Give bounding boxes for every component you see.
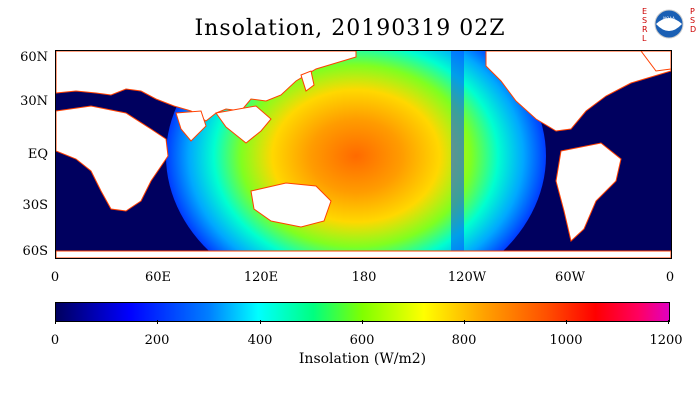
terminator-band [451, 51, 464, 258]
continents [56, 51, 671, 258]
lon-label-120e: 120E [243, 270, 279, 285]
colorbar-tick [464, 320, 465, 324]
svg-text:R: R [642, 25, 648, 34]
colorbar-tick [55, 320, 56, 324]
lon-label-60e: 60E [144, 270, 172, 285]
colorbar-label-1000: 1000 [549, 333, 583, 348]
colorbar-tick [260, 320, 261, 324]
svg-text:S: S [642, 16, 647, 25]
colorbar-tick [668, 320, 669, 324]
japan [300, 70, 315, 92]
insolation-map [55, 50, 672, 259]
lon-label-60w: 60W [555, 270, 585, 285]
svg-text:NOAA: NOAA [663, 16, 675, 21]
colorbar-title: Insolation (W/m2) [298, 351, 427, 367]
greenland [640, 51, 671, 72]
map-title: Insolation, 20190319 02Z [194, 16, 506, 41]
lon-label-120w: 120W [447, 270, 487, 285]
noaa-esrl-psd-logo: E S R L NOAA P S D [642, 7, 696, 43]
colorbar-tick [157, 320, 158, 324]
lon-label-0-east: 0 [665, 270, 675, 285]
lat-label-60n: 60N [20, 50, 48, 65]
colorbar-tick [566, 320, 567, 324]
colorbar-label-1200: 1200 [649, 333, 683, 348]
colorbar-tick [362, 320, 363, 324]
colorbar-label-800: 800 [451, 333, 477, 348]
lat-label-60s: 60S [22, 244, 48, 259]
colorbar [55, 302, 670, 322]
svg-text:D: D [690, 25, 696, 34]
colorbar-label-400: 400 [247, 333, 273, 348]
svg-text:P: P [690, 7, 695, 16]
lat-label-30n: 30N [20, 94, 48, 109]
lon-label-180: 180 [351, 270, 377, 285]
colorbar-label-0: 0 [50, 333, 60, 348]
svg-text:L: L [642, 34, 647, 43]
lat-label-30s: 30S [22, 198, 48, 213]
lon-label-0: 0 [50, 270, 60, 285]
map-canvas [56, 51, 671, 258]
lat-label-eq: EQ [27, 147, 48, 162]
svg-text:E: E [642, 7, 647, 16]
svg-text:S: S [690, 16, 695, 25]
colorbar-label-600: 600 [349, 333, 375, 348]
colorbar-label-200: 200 [144, 333, 170, 348]
